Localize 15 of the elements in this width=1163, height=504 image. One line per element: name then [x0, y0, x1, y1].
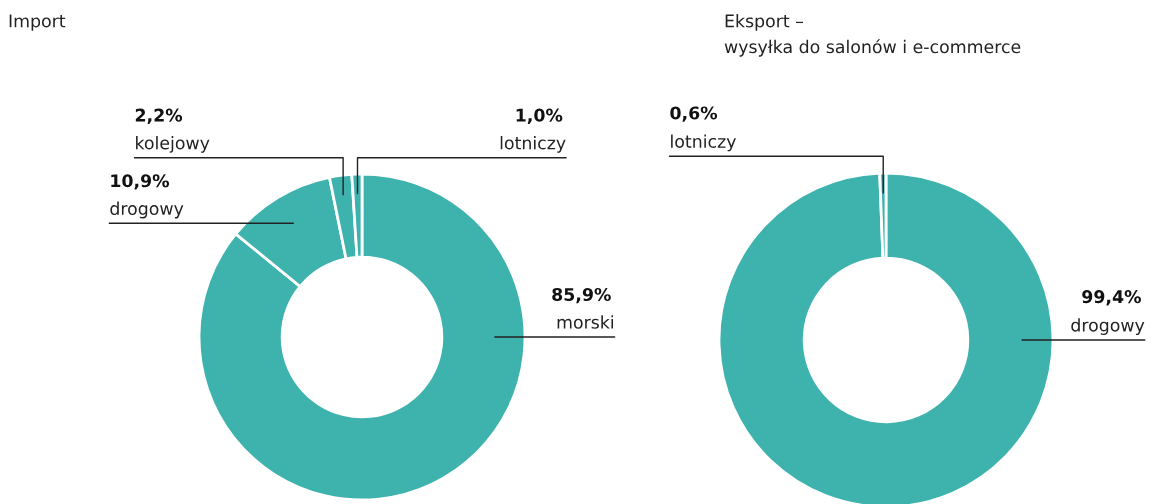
donut-slice [197, 172, 527, 502]
data-label: 99,4% [1082, 290, 1141, 306]
chart-title: Eksport – wysyłka do salonów i e-commerce [724, 14, 1021, 57]
data-label: 2,2% [135, 108, 183, 124]
data-label: 0,6% [670, 106, 718, 122]
data-label: 10,9% [111, 174, 170, 190]
data-label: 1,0% [516, 108, 563, 124]
slice-label: drogowy [110, 201, 184, 219]
slice-label: lotniczy [671, 134, 736, 152]
slice-label: kolejowy [136, 136, 210, 153]
data-label: 85,9% [552, 287, 611, 304]
slice-label: drogowy [1071, 318, 1145, 335]
slice-label: lotniczy [500, 136, 566, 153]
slice-label: morski [557, 315, 614, 329]
chart-title: Import [9, 14, 66, 31]
